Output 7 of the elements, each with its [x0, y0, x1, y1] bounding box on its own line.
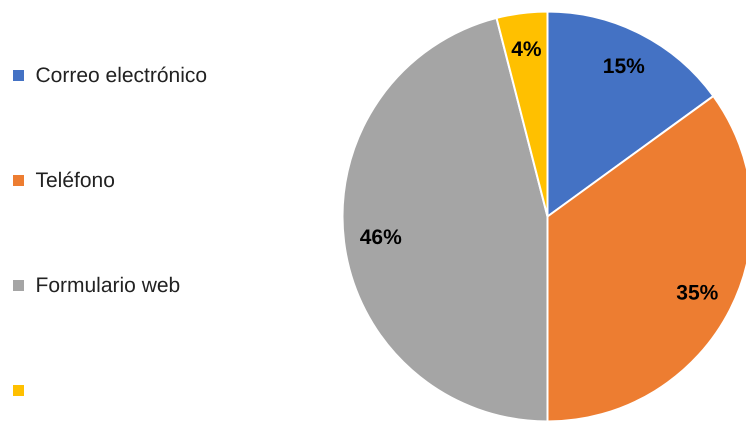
data-label: 46%	[360, 226, 402, 250]
data-label: 15%	[602, 55, 646, 78]
legend-label: Teléfono	[36, 169, 115, 192]
legend-label: Correo electrónico	[36, 64, 208, 87]
data-label: 4%	[511, 38, 542, 62]
legend-label: Formulario web	[36, 274, 180, 297]
data-label: 35%	[676, 281, 719, 304]
